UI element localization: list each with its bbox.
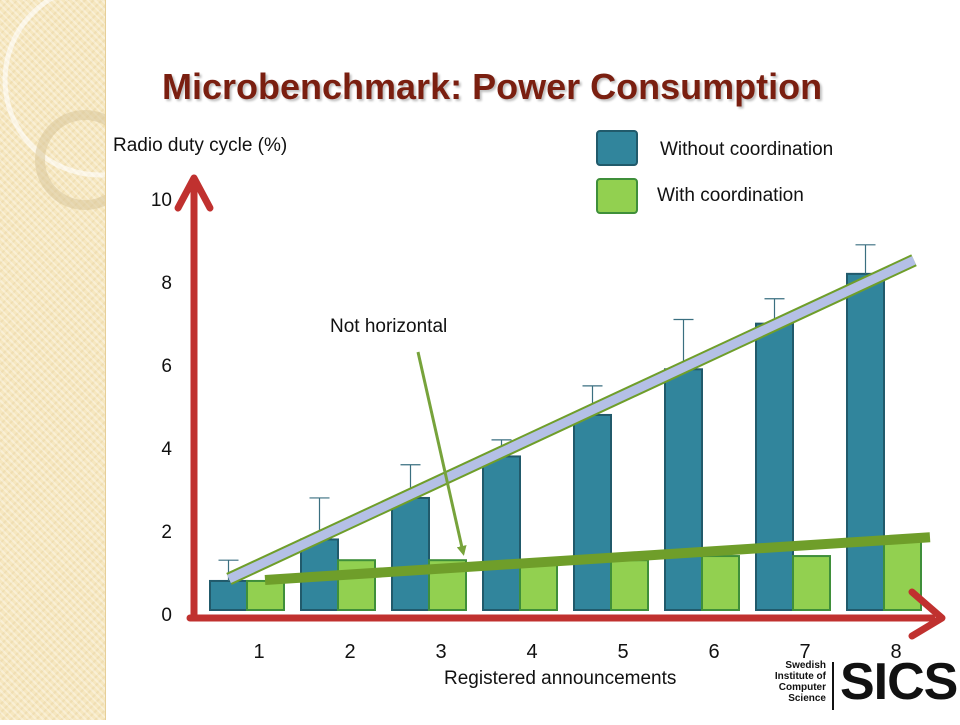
sics-logo-text: SICS — [840, 653, 958, 711]
y-axis-label: Radio duty cycle (%) — [113, 135, 288, 156]
x-axis-arrowhead — [908, 588, 946, 640]
y-tick-label-8: 8 — [161, 273, 172, 294]
y-axis-arrowhead — [174, 174, 214, 212]
x-tick-label-3: 3 — [435, 641, 446, 663]
y-tick-label-2: 2 — [161, 522, 172, 543]
x-tick-label-5: 5 — [617, 641, 628, 663]
sics-logo-small-text: Swedish Institute of Computer Science — [774, 660, 826, 704]
y-tick-label-10: 10 — [151, 190, 172, 211]
trendline-with-coordination — [264, 532, 931, 585]
trendline-without-coordination — [227, 256, 916, 584]
x-tick-label-8: 8 — [890, 641, 901, 663]
bar-without-1 — [209, 579, 248, 612]
y-tick-label-4: 4 — [161, 439, 172, 460]
x-tick-label-1: 1 — [253, 641, 264, 663]
bar-without-6 — [664, 368, 703, 611]
x-tick-label-6: 6 — [708, 641, 719, 663]
x-axis-label: Registered announcements — [444, 668, 677, 689]
bar-with-6 — [701, 555, 740, 611]
decorative-sidebar — [0, 0, 198, 720]
x-tick-label-2: 2 — [344, 641, 355, 663]
annotation-label: Not horizontal — [330, 316, 448, 337]
bar-without-7 — [755, 322, 794, 611]
legend-label-with: With coordination — [657, 185, 804, 206]
bar-with-2 — [337, 559, 376, 612]
x-tick-label-7: 7 — [799, 641, 810, 663]
x-tick-label-4: 4 — [526, 641, 537, 663]
sics-logo: Swedish Institute of Computer Science SI… — [770, 653, 958, 714]
bar-without-3 — [391, 496, 430, 612]
slide-title: Microbenchmark: Power Consumption — [162, 66, 823, 107]
bar-with-5 — [610, 559, 649, 612]
y-tick-label-0: 0 — [161, 605, 172, 626]
bar-with-7 — [792, 555, 831, 611]
bar-with-4 — [519, 559, 558, 612]
legend-swatch-without — [596, 130, 638, 166]
bar-with-1 — [246, 579, 285, 612]
sics-logo-divider — [832, 662, 834, 710]
legend-swatch-with — [596, 178, 638, 214]
y-tick-label-6: 6 — [161, 356, 172, 377]
bar-without-5 — [573, 413, 612, 612]
bar-without-8 — [846, 272, 885, 611]
bar-without-4 — [482, 455, 521, 612]
annotation-arrow — [416, 351, 467, 556]
legend-label-without: Without coordination — [660, 139, 834, 160]
